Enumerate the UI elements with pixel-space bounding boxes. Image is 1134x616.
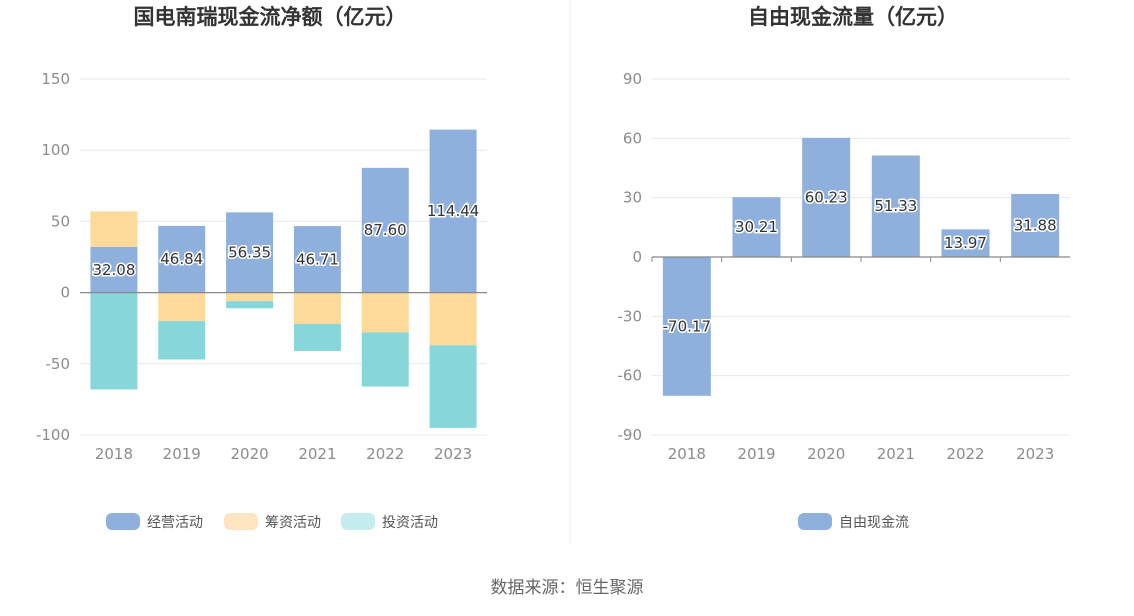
bar-经营活动-2020 [226,212,274,293]
data-label: 46.71 [296,250,339,268]
bar-投资活动-2020 [226,301,274,309]
x-tick-label: 2023 [1016,445,1054,463]
legend-label: 自由现金流 [839,515,909,531]
net-cash-flow-x-ticks: 2018 2019 2020 2021 2022 2023 [95,445,472,463]
x-tick-label: 2019 [163,445,201,463]
bar-筹资活动-2019 [158,292,206,322]
legend-label: 筹资活动 [265,514,321,531]
bar-投资活动-2022 [361,332,409,387]
data-label: 114.44 [427,202,480,220]
legend-item-financing[interactable]: 筹资活动 [224,513,321,531]
bar-筹资活动-2022 [361,292,409,333]
bar-自由现金流-2023 [1011,193,1060,257]
x-tick-label: 2018 [668,445,706,463]
legend-swatch [106,513,140,530]
bar-经营活动-2018 [90,246,138,293]
free-cash-flow-panel: 自由现金流量（亿元） 90 60 30 0 -30 -60 -90 2018 2… [618,5,1070,531]
net-cash-flow-y-ticks: 150 100 50 0 -50 -100 [36,70,70,444]
legend-swatch [798,513,832,530]
legend-item-investing[interactable]: 投资活动 [341,513,438,531]
net-cash-flow-gridlines [80,78,487,436]
free-cash-flow-legend: 自由现金流 [798,513,909,531]
data-label: 32.08 [92,261,135,279]
data-label: 51.33 [874,197,917,215]
y-tick-label: -50 [46,355,71,373]
data-source-note: 数据来源：恒生聚源 [491,578,644,598]
net-cash-flow-bars [90,129,477,428]
free-cash-flow-title: 自由现金流量（亿元） [748,5,958,29]
net-cash-flow-panel: 国电南瑞现金流净额（亿元） 150 100 50 0 -50 -100 2018… [36,5,487,531]
y-tick-label: 50 [51,212,70,230]
x-tick-label: 2021 [877,445,915,463]
legend-item-free-cash-flow[interactable]: 自由现金流 [798,513,909,531]
data-label: 13.97 [944,234,987,252]
free-cash-flow-bars [651,137,1060,396]
y-tick-label: -100 [36,426,70,444]
bar-投资活动-2018 [90,292,138,390]
data-label: 46.84 [160,250,203,268]
y-tick-label: -90 [618,426,643,444]
y-tick-label: 30 [623,189,642,207]
x-tick-label: 2022 [366,445,404,463]
x-tick-label: 2020 [230,445,268,463]
x-tick-label: 2023 [434,445,472,463]
data-label: -70.17 [663,317,711,335]
bar-投资活动-2023 [429,345,477,428]
legend-item-operating[interactable]: 经营活动 [106,513,203,531]
data-label: 56.35 [228,243,271,261]
x-tick-label: 2020 [807,445,845,463]
data-label: 87.60 [364,221,407,239]
legend-label: 经营活动 [147,515,203,531]
y-tick-label: 60 [623,129,642,147]
bar-自由现金流-2019 [732,197,781,257]
x-tick-label: 2019 [737,445,775,463]
bar-自由现金流-2022 [941,229,990,257]
bar-自由现金流-2020 [802,137,851,257]
bar-筹资活动-2023 [429,292,477,346]
data-label: 31.88 [1014,216,1057,234]
net-cash-flow-legend: 经营活动 筹资活动 投资活动 [106,513,438,531]
free-cash-flow-x-ticks: 2018 2019 2020 2021 2022 2023 [668,445,1055,463]
y-tick-label: 100 [41,141,70,159]
legend-swatch [341,513,375,530]
x-tick-label: 2022 [946,445,984,463]
y-tick-label: -30 [618,307,643,325]
bar-投资活动-2019 [158,321,206,360]
bar-经营活动-2022 [361,167,409,293]
bar-经营活动-2021 [293,226,341,293]
bar-自由现金流-2021 [871,155,920,257]
free-cash-flow-data-labels: -70.17 30.21 60.23 51.33 13.97 31.88 [661,187,1058,337]
bar-投资活动-2021 [293,323,341,351]
x-tick-label: 2021 [298,445,336,463]
free-cash-flow-y-ticks: 90 60 30 0 -30 -60 -90 [618,70,643,444]
bar-自由现金流-2018 [662,257,711,396]
bar-筹资活动-2020 [226,292,274,302]
bar-筹资活动-2021 [293,292,341,324]
legend-swatch [224,513,258,530]
legend-label: 投资活动 [382,515,438,531]
net-cash-flow-data-labels: 32.08 46.84 56.35 46.71 87.60 114.44 [91,201,481,281]
net-cash-flow-title: 国电南瑞现金流净额（亿元） [134,5,407,29]
bar-经营活动-2019 [158,225,206,293]
bar-筹资活动-2018 [90,211,138,247]
y-tick-label: 150 [41,70,70,88]
y-tick-label: 0 [632,248,642,266]
data-label: 60.23 [805,188,848,206]
y-tick-label: -60 [618,367,643,385]
bar-经营活动-2023 [429,129,477,293]
data-label: 30.21 [735,218,778,236]
y-tick-label: 90 [623,70,642,88]
y-tick-label: 0 [60,284,70,302]
x-tick-label: 2018 [95,445,133,463]
